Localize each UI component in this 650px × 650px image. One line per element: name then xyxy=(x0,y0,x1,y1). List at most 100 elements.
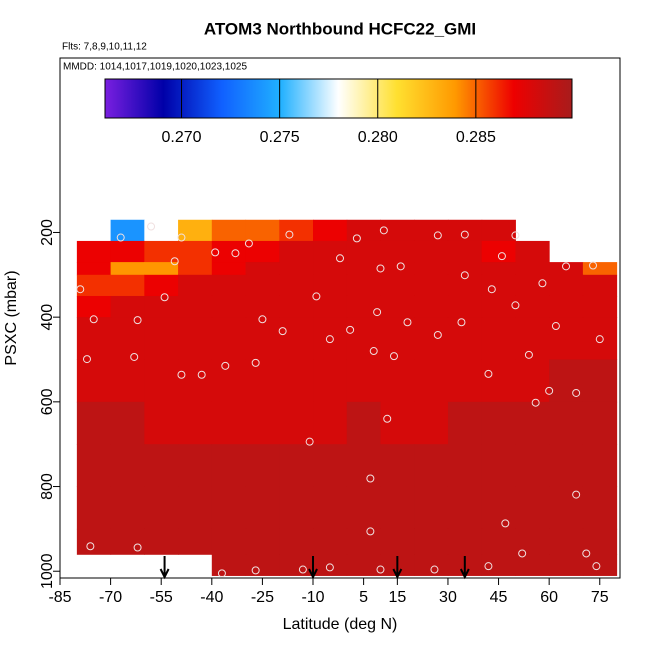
heatmap-cell xyxy=(245,486,280,530)
x-tick-label: -40 xyxy=(200,589,223,606)
heatmap-cell xyxy=(346,219,381,242)
heatmap-cell xyxy=(549,528,584,555)
x-tick-label: -85 xyxy=(48,589,71,606)
heatmap-cell xyxy=(380,219,415,242)
observation-point xyxy=(460,230,469,239)
heatmap-cell xyxy=(313,295,348,318)
flight-arrow xyxy=(159,556,170,580)
heatmap-cell xyxy=(245,359,280,403)
heatmap-cell xyxy=(76,317,112,360)
observation-point xyxy=(524,350,533,359)
x-tick-label: 15 xyxy=(388,589,406,606)
heatmap-cell xyxy=(313,274,348,297)
observation-point xyxy=(130,352,139,361)
heatmap-cell xyxy=(549,295,584,318)
heatmap-cell xyxy=(447,359,483,403)
heatmap-cell xyxy=(313,219,348,242)
heatmap-cell xyxy=(279,240,314,263)
y-tick-label: 400 xyxy=(39,304,56,331)
heatmap-cell xyxy=(515,359,550,403)
heatmap-cell xyxy=(582,359,618,403)
x-axis-label: Latitude (deg N) xyxy=(283,616,398,633)
observation-point xyxy=(278,327,287,336)
heatmap-cell xyxy=(211,219,247,242)
observation-point xyxy=(460,271,469,280)
observations xyxy=(76,222,604,578)
heatmap-cell xyxy=(515,317,550,360)
heatmap-cell xyxy=(144,317,179,360)
heatmap-cell xyxy=(245,317,280,360)
heatmap-cell xyxy=(279,262,314,276)
heatmap-cell xyxy=(211,401,247,445)
heatmap-cell xyxy=(144,444,179,488)
heatmap-cell xyxy=(515,401,550,445)
heatmap-cell xyxy=(110,274,145,297)
heatmap-cell xyxy=(245,401,280,445)
heatmap-cell xyxy=(515,554,550,576)
heatmap-cell xyxy=(481,295,516,318)
observation-point xyxy=(433,231,442,240)
heatmap-cell xyxy=(313,240,348,263)
heatmap-cell xyxy=(549,359,584,403)
observation-point xyxy=(562,262,571,271)
heatmap-cell xyxy=(279,486,314,530)
heatmap-cell xyxy=(346,317,381,360)
heatmap-cell xyxy=(279,295,314,318)
observation-point xyxy=(487,285,496,294)
heatmap-cell xyxy=(346,262,381,276)
y-tick-label: 800 xyxy=(39,473,56,500)
heatmap-cell xyxy=(346,554,381,576)
heatmap-cell xyxy=(178,444,213,488)
heatmap-cell xyxy=(211,240,247,263)
heatmap-cell xyxy=(144,219,179,242)
observation-point xyxy=(211,248,220,257)
observation-point xyxy=(551,322,560,331)
heatmap-cell xyxy=(380,444,415,488)
heatmap-cell xyxy=(481,262,516,276)
heatmap-cell xyxy=(481,219,516,242)
observation-point xyxy=(312,292,321,301)
heatmap-cell xyxy=(380,486,415,530)
observation-point xyxy=(531,398,540,407)
heatmap-cell xyxy=(380,401,415,445)
heatmap-cell xyxy=(549,262,584,276)
observation-point xyxy=(582,549,591,558)
heatmap-cell xyxy=(211,295,247,318)
heatmap-cell xyxy=(515,262,550,276)
heatmap-cell xyxy=(346,274,381,297)
heatmap-cell xyxy=(76,262,112,276)
y-tick-label: 600 xyxy=(39,388,56,415)
heatmap-cell xyxy=(76,359,112,403)
heatmap-cell xyxy=(110,262,145,276)
observation-point xyxy=(244,239,253,248)
heatmap-cell xyxy=(76,444,112,488)
observation-point xyxy=(298,565,307,574)
heatmap-cell xyxy=(582,317,618,360)
heatmap-cell xyxy=(245,528,280,555)
subtitle: Flts: 7,8,9,10,11,12 xyxy=(62,42,147,53)
heatmap-cell xyxy=(178,274,213,297)
observation-point xyxy=(484,562,493,571)
heatmap-cell xyxy=(346,486,381,530)
colorbar-tick-label: 0.285 xyxy=(456,129,496,146)
heatmap-cell xyxy=(414,219,449,242)
heatmap-cell xyxy=(144,486,179,530)
heatmap-cell xyxy=(144,401,179,445)
heatmap-cell xyxy=(110,401,145,445)
heatmap-cell xyxy=(144,262,179,276)
flight-arrow xyxy=(459,556,470,580)
heatmap-cell xyxy=(582,295,618,318)
observation-point xyxy=(133,316,142,325)
heatmap-cell xyxy=(110,295,145,318)
colorbar-tick-label: 0.270 xyxy=(162,129,202,146)
heatmap-cell xyxy=(414,317,449,360)
heatmap-cell xyxy=(380,317,415,360)
observation-point xyxy=(147,222,156,231)
heatmap-cell xyxy=(346,528,381,555)
observation-point xyxy=(376,565,385,574)
heatmap-cell xyxy=(346,401,381,445)
observation-point xyxy=(221,361,230,370)
heatmap-cell xyxy=(481,528,516,555)
observation-point xyxy=(595,335,604,344)
x-tick-label: -55 xyxy=(150,589,173,606)
